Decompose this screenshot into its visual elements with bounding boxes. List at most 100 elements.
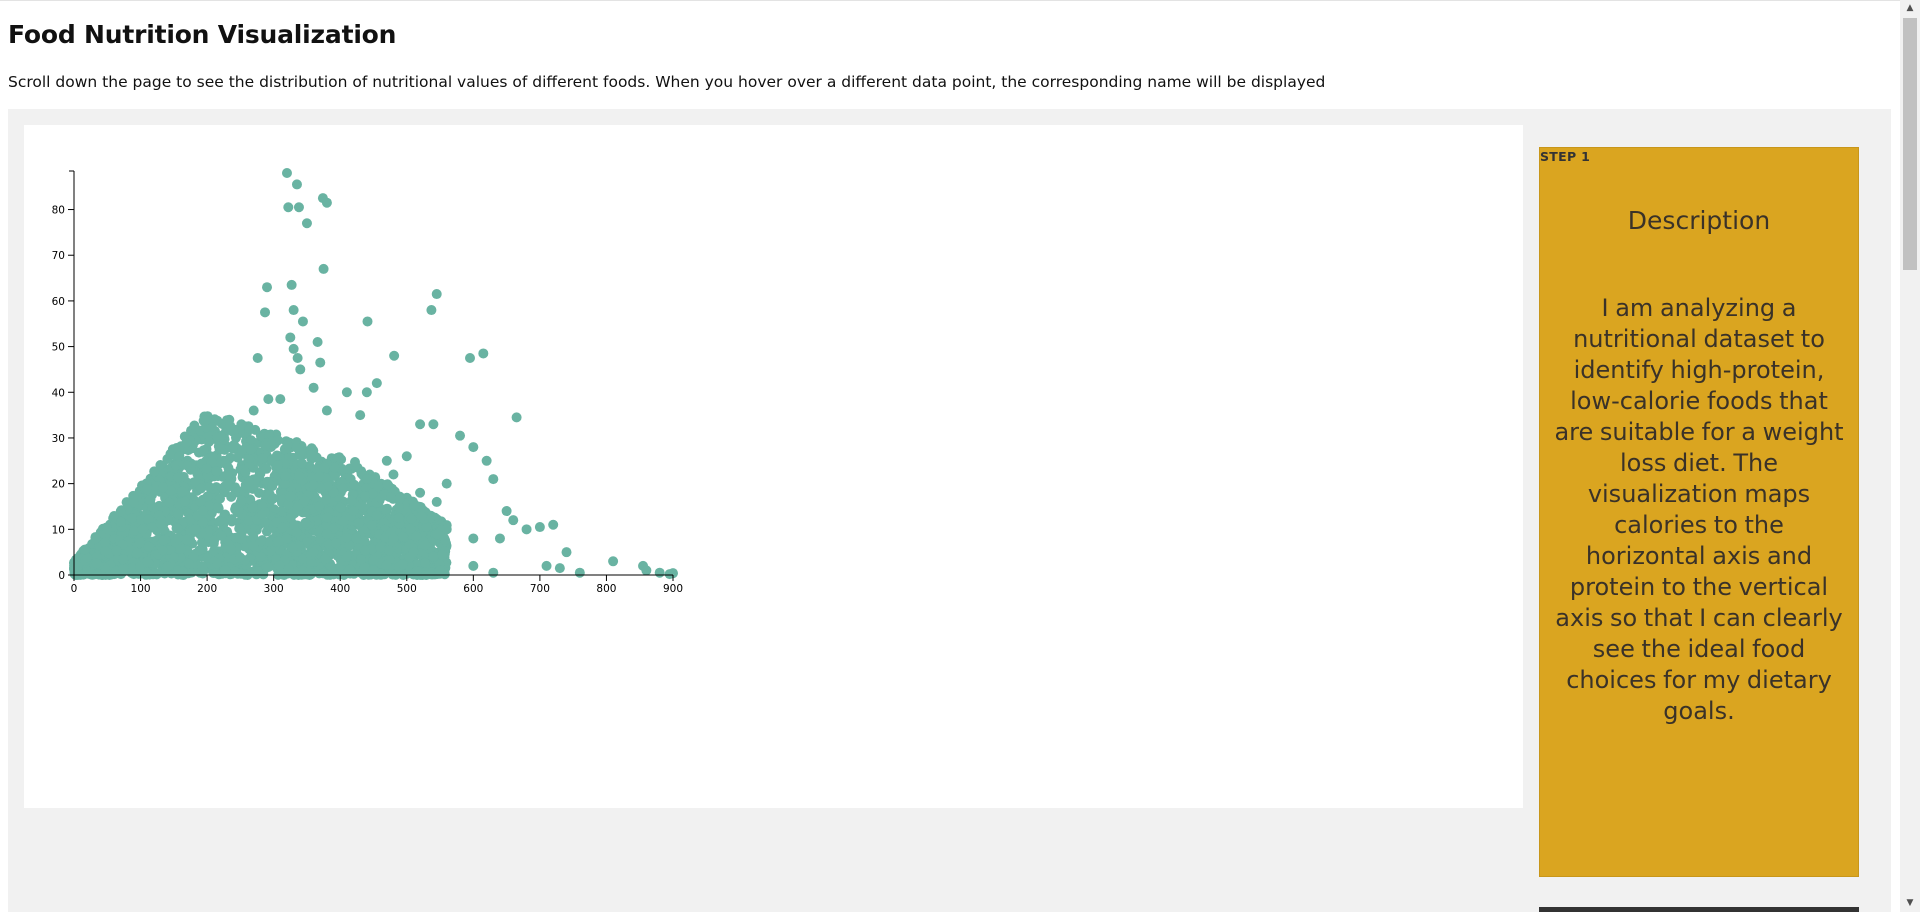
scatter-point[interactable] [215, 443, 226, 454]
scatter-point[interactable] [157, 545, 168, 556]
scatter-point[interactable] [321, 405, 332, 416]
scatter-point[interactable] [100, 537, 110, 548]
scatter-point[interactable] [127, 513, 137, 524]
scatter-point[interactable] [394, 493, 405, 504]
scatter-point[interactable] [409, 499, 420, 510]
scatter-point[interactable] [368, 555, 379, 566]
scatter-point[interactable] [172, 523, 183, 534]
scatter-point[interactable] [465, 353, 476, 364]
scatter-point[interactable] [416, 511, 427, 522]
scatter-point[interactable] [408, 547, 419, 558]
scatter-point[interactable] [262, 282, 273, 293]
scatter-point[interactable] [344, 564, 355, 575]
scatter-point[interactable] [286, 279, 297, 290]
scatter-point[interactable] [244, 454, 255, 464]
scatter-point[interactable] [306, 450, 317, 460]
scatter-point[interactable] [348, 506, 359, 517]
scatter-point[interactable] [359, 562, 370, 573]
scatter-point[interactable] [273, 536, 284, 547]
scatter-point[interactable] [181, 534, 192, 545]
scatter-point[interactable] [335, 502, 346, 513]
scatter-point[interactable] [155, 519, 166, 529]
scatter-point[interactable] [468, 442, 479, 453]
scatter-point[interactable] [397, 559, 408, 570]
scatter-point[interactable] [222, 479, 233, 490]
scatter-point[interactable] [256, 510, 267, 520]
scatter-point[interactable] [548, 519, 559, 530]
scatter-point[interactable] [371, 378, 382, 389]
scatter-point[interactable] [144, 495, 155, 506]
scatter-point[interactable] [301, 218, 312, 229]
scatter-point[interactable] [173, 509, 184, 520]
scatter-point[interactable] [165, 485, 176, 496]
scatter-point[interactable] [346, 495, 357, 506]
scroll-up-arrow-icon[interactable]: ▲ [1906, 3, 1914, 13]
scatter-point[interactable] [321, 197, 332, 208]
scatter-point[interactable] [197, 561, 208, 572]
scatter-point[interactable] [389, 350, 400, 361]
scatter-point[interactable] [329, 462, 340, 473]
scatter-point[interactable] [172, 472, 183, 483]
scatter-point[interactable] [204, 482, 215, 492]
scatter-point[interactable] [295, 364, 306, 375]
scatter-point[interactable] [215, 493, 225, 504]
scatter-point[interactable] [162, 561, 173, 572]
scatter-point[interactable] [411, 531, 422, 542]
scatter-point[interactable] [194, 545, 205, 556]
scatter-point[interactable] [274, 560, 285, 571]
scatter-point[interactable] [501, 506, 512, 517]
scatter-point[interactable] [360, 483, 371, 494]
scatter-point[interactable] [128, 497, 139, 508]
scatter-point[interactable] [315, 357, 326, 368]
scatter-point[interactable] [143, 514, 154, 525]
scatter-point[interactable] [455, 430, 466, 441]
scatter-point[interactable] [300, 517, 311, 528]
scatter-point[interactable] [320, 553, 331, 564]
scatter-point[interactable] [263, 394, 274, 405]
scatter-point[interactable] [285, 332, 296, 343]
scatter-point[interactable] [554, 563, 565, 574]
scatter-point[interactable] [668, 568, 678, 579]
scatter-point[interactable] [488, 474, 499, 485]
scatter-point[interactable] [264, 536, 275, 547]
scatter-point[interactable] [155, 460, 166, 470]
scatter-point[interactable] [299, 495, 310, 506]
scatter-point[interactable] [198, 445, 209, 456]
scatter-point[interactable] [415, 419, 426, 430]
scatter-point[interactable] [79, 544, 90, 555]
scatter-point[interactable] [361, 474, 372, 485]
scatter-point[interactable] [177, 486, 188, 497]
scatter-point[interactable] [175, 544, 186, 554]
scatter-point[interactable] [252, 353, 263, 364]
scatter-point[interactable] [254, 488, 265, 498]
scatter-point[interactable] [308, 479, 319, 490]
scatter-point[interactable] [222, 469, 233, 480]
scatter-point[interactable] [195, 496, 206, 507]
scatter-point[interactable] [291, 527, 302, 538]
scatter-point[interactable] [230, 566, 240, 577]
scatter-point[interactable] [226, 491, 237, 502]
scatter-point[interactable] [293, 202, 304, 213]
scatter-point[interactable] [203, 437, 214, 447]
scatter-point[interactable] [574, 567, 585, 578]
scatter-point[interactable] [260, 307, 271, 318]
scatter-point[interactable] [381, 559, 392, 570]
scatter-point[interactable] [350, 457, 360, 467]
scatter-point[interactable] [356, 554, 367, 565]
scatter-point[interactable] [291, 442, 302, 453]
scatter-point[interactable] [488, 567, 499, 578]
scatter-point[interactable] [248, 531, 259, 542]
scatter-point[interactable] [173, 533, 184, 543]
scatter-point[interactable] [511, 412, 522, 423]
scatter-point[interactable] [115, 506, 126, 517]
scatter-point[interactable] [158, 535, 169, 546]
scatter-point[interactable] [308, 547, 319, 558]
scatter-point[interactable] [380, 504, 391, 515]
scatter-point[interactable] [234, 523, 245, 534]
scatter-point[interactable] [283, 202, 294, 213]
scatter-point[interactable] [255, 536, 266, 547]
scatter-point[interactable] [263, 562, 274, 573]
scatter-point[interactable] [341, 532, 352, 543]
scatter-point[interactable] [314, 501, 325, 512]
scatter-point[interactable] [280, 471, 291, 482]
